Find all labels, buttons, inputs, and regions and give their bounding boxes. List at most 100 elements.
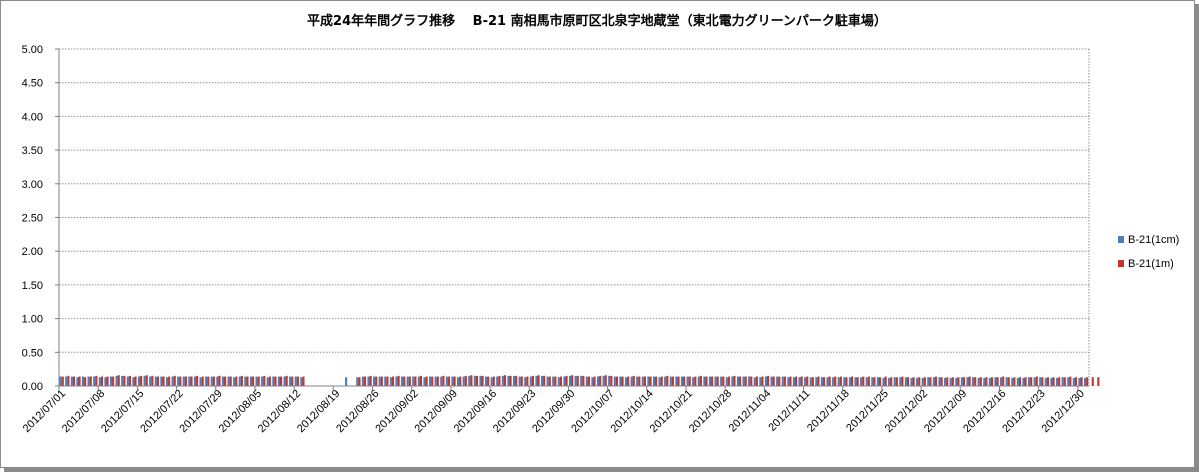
bar xyxy=(990,377,994,386)
bar xyxy=(137,376,141,386)
bar xyxy=(1078,377,1081,386)
legend-label: B-21(1cm) xyxy=(1128,234,1179,246)
bar xyxy=(93,376,96,386)
bar xyxy=(932,377,935,386)
bar xyxy=(955,377,958,386)
bar xyxy=(1013,377,1016,386)
bar xyxy=(974,377,977,386)
bar xyxy=(664,376,667,386)
bar xyxy=(904,377,907,386)
bar xyxy=(132,377,135,386)
bar xyxy=(979,377,982,386)
bar xyxy=(59,376,62,386)
bar xyxy=(473,375,476,386)
bar xyxy=(1018,377,1022,386)
bar xyxy=(205,376,208,386)
bar xyxy=(742,376,745,386)
bar xyxy=(277,376,281,386)
bar xyxy=(447,376,451,386)
bar xyxy=(81,376,85,386)
bar xyxy=(677,376,680,386)
bar xyxy=(944,377,947,386)
bar xyxy=(675,376,678,386)
bar xyxy=(434,376,437,386)
legend-swatch xyxy=(1118,236,1124,243)
bar xyxy=(266,377,269,386)
axes xyxy=(58,49,1089,387)
bar xyxy=(546,376,549,386)
bar xyxy=(440,376,443,386)
bar xyxy=(210,376,213,386)
bar xyxy=(252,376,255,386)
bar xyxy=(229,376,232,386)
bar xyxy=(375,376,378,386)
bar xyxy=(552,376,555,386)
bar xyxy=(638,376,641,386)
bar xyxy=(1091,377,1094,386)
bar xyxy=(238,376,241,386)
bar xyxy=(89,376,92,386)
bar xyxy=(1058,377,1061,386)
bar xyxy=(652,376,656,386)
bar xyxy=(776,376,779,386)
bar xyxy=(733,375,736,386)
bar xyxy=(412,376,415,386)
bar xyxy=(291,376,294,386)
bar xyxy=(1086,377,1089,386)
bar xyxy=(431,376,434,386)
bar xyxy=(84,377,87,386)
bar xyxy=(462,376,465,386)
bar xyxy=(815,377,818,386)
bar xyxy=(811,377,814,386)
bar xyxy=(867,376,870,386)
bar xyxy=(280,376,283,386)
bar xyxy=(938,377,941,386)
bar xyxy=(781,376,784,386)
bar xyxy=(496,376,499,386)
bar xyxy=(1039,377,1042,386)
bar xyxy=(621,376,624,386)
bar xyxy=(890,377,893,386)
bar xyxy=(1046,377,1050,386)
bar xyxy=(968,376,971,386)
y-tick-label: 3.00 xyxy=(22,179,43,191)
bar xyxy=(1072,377,1075,386)
bar xyxy=(501,375,504,386)
bar xyxy=(865,377,868,386)
bar xyxy=(767,375,770,386)
x-tick-label: 2012/12/30 xyxy=(1040,388,1087,435)
bar xyxy=(848,377,851,386)
bar xyxy=(76,377,79,386)
bar xyxy=(224,376,227,386)
bar xyxy=(481,375,484,386)
bar xyxy=(722,376,725,386)
bar xyxy=(591,377,594,386)
bar xyxy=(196,375,199,386)
bar xyxy=(716,376,719,386)
bar xyxy=(1041,377,1044,386)
bar xyxy=(1074,377,1078,386)
bar xyxy=(246,376,249,386)
bar xyxy=(367,376,370,386)
bar xyxy=(65,376,68,386)
y-tick-label: 1.50 xyxy=(22,280,43,292)
bar xyxy=(358,377,361,386)
bar xyxy=(193,376,197,386)
bar xyxy=(300,377,303,386)
bar xyxy=(999,377,1003,386)
bar xyxy=(503,375,507,386)
bar xyxy=(574,375,577,386)
bar xyxy=(369,375,372,386)
bar xyxy=(1035,376,1038,386)
bar xyxy=(1080,377,1083,386)
bar xyxy=(540,375,544,386)
bar xyxy=(1030,377,1033,386)
bar xyxy=(871,377,874,386)
bar xyxy=(599,375,602,386)
bar xyxy=(257,376,260,386)
bar xyxy=(960,377,963,386)
bar xyxy=(666,375,669,386)
bar xyxy=(537,375,540,386)
bar xyxy=(263,375,266,386)
